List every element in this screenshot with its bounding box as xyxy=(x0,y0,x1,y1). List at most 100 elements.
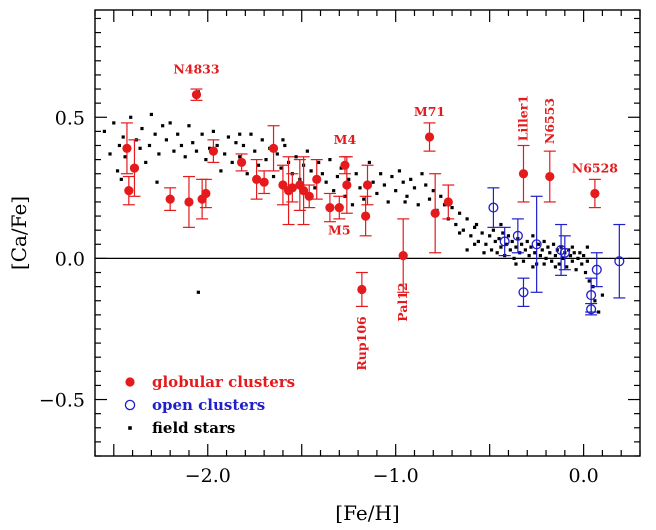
field-star-point xyxy=(457,211,462,215)
globular-cluster-point xyxy=(208,146,218,156)
cluster-label: Liller1 xyxy=(515,95,530,141)
field-star-point xyxy=(335,174,340,179)
field-star-point xyxy=(439,194,443,198)
field-star-point xyxy=(520,242,524,246)
globular-clusters-layer xyxy=(120,88,601,307)
field-star-point xyxy=(600,293,605,297)
open-cluster-point xyxy=(559,247,570,258)
field-star-point xyxy=(196,290,200,294)
field-star-point xyxy=(495,251,499,255)
globular-cluster-point xyxy=(184,197,194,207)
globular-cluster-point xyxy=(122,143,132,153)
field-star-point xyxy=(119,177,123,181)
globular-cluster-point xyxy=(362,180,373,190)
field-star-point xyxy=(238,132,242,136)
field-star-point xyxy=(204,158,208,162)
field-star-point xyxy=(454,222,458,227)
field-star-point xyxy=(405,194,409,198)
field-star-point xyxy=(548,251,552,255)
field-star-point xyxy=(514,245,518,249)
field-star-point xyxy=(234,141,238,145)
field-star-point xyxy=(480,231,484,235)
field-star-point xyxy=(514,262,518,266)
field-star-point xyxy=(147,143,152,148)
field-star-point xyxy=(469,234,473,238)
globular-cluster-point xyxy=(518,169,529,179)
globular-cluster-point xyxy=(325,202,335,213)
globular-cluster-point xyxy=(545,171,555,182)
field-star-point xyxy=(553,253,558,258)
open-cluster-point xyxy=(614,256,625,267)
open-cluster-point xyxy=(586,304,597,315)
legend-globular-marker xyxy=(125,377,135,387)
field-star-point xyxy=(527,253,531,258)
field-star-point xyxy=(473,242,477,246)
field-star-point xyxy=(538,253,542,258)
globular-cluster-point xyxy=(201,188,211,199)
axes-layer: −2.0 −1.0 0.0 0.5 0.0 −0.5 [Fe/H] [Ca/Fe] xyxy=(7,9,641,525)
field-star-point xyxy=(354,172,358,176)
field-star-point xyxy=(465,217,469,221)
field-star-point xyxy=(176,132,180,136)
field-star-point xyxy=(570,245,574,249)
field-star-point xyxy=(102,129,106,133)
field-star-point xyxy=(271,174,276,179)
field-star-point xyxy=(172,149,176,153)
field-star-point xyxy=(230,160,234,165)
field-star-point xyxy=(508,248,512,252)
open-cluster-point xyxy=(488,202,499,213)
field-star-point xyxy=(211,129,215,133)
field-star-point xyxy=(305,149,309,153)
globular-cluster-point xyxy=(590,188,600,199)
field-star-point xyxy=(144,160,148,165)
field-star-point xyxy=(550,259,554,263)
field-star-point xyxy=(431,189,435,193)
field-star-point xyxy=(529,245,533,249)
field-star-point xyxy=(531,265,535,269)
field-star-point xyxy=(183,155,187,159)
field-star-point xyxy=(476,239,480,244)
field-star-point xyxy=(506,234,511,238)
y-tick-label: 0.5 xyxy=(55,107,85,129)
field-star-point xyxy=(450,205,454,210)
cluster-label: M71 xyxy=(414,104,445,119)
field-star-point xyxy=(375,191,379,196)
field-star-point xyxy=(488,234,492,238)
field-star-point xyxy=(223,152,227,156)
field-star-point xyxy=(238,155,242,159)
field-star-point xyxy=(420,172,424,176)
field-star-point xyxy=(328,158,332,162)
field-star-point xyxy=(275,152,279,156)
field-star-point xyxy=(482,251,486,255)
globular-cluster-point xyxy=(287,183,297,193)
field-star-point xyxy=(140,126,144,131)
field-star-point xyxy=(367,160,371,165)
field-star-point xyxy=(551,242,556,246)
field-star-point xyxy=(412,186,417,190)
field-star-point xyxy=(358,186,362,190)
field-star-point xyxy=(115,169,120,173)
field-star-point xyxy=(397,169,402,173)
cluster-label: Rup106 xyxy=(354,316,369,371)
field-star-point xyxy=(350,203,355,207)
field-star-point xyxy=(121,135,125,139)
field-star-point xyxy=(457,231,462,235)
field-star-point xyxy=(362,197,366,201)
legend-label: open clusters xyxy=(152,396,265,414)
y-tick-label: −0.5 xyxy=(39,390,85,412)
field-star-point xyxy=(424,183,428,187)
field-star-point xyxy=(484,242,488,246)
field-star-point xyxy=(347,177,351,181)
field-star-point xyxy=(542,239,546,244)
field-star-point xyxy=(501,231,505,235)
field-star-point xyxy=(309,169,313,173)
field-star-point xyxy=(253,149,257,153)
globular-cluster-point xyxy=(334,202,344,213)
globular-cluster-point xyxy=(424,132,435,142)
globular-cluster-point xyxy=(165,194,175,204)
globular-cluster-point xyxy=(236,157,247,168)
legend-label: globular clusters xyxy=(152,373,295,391)
field-star-point xyxy=(317,160,321,165)
globular-cluster-point xyxy=(268,143,279,153)
field-star-point xyxy=(499,222,503,227)
